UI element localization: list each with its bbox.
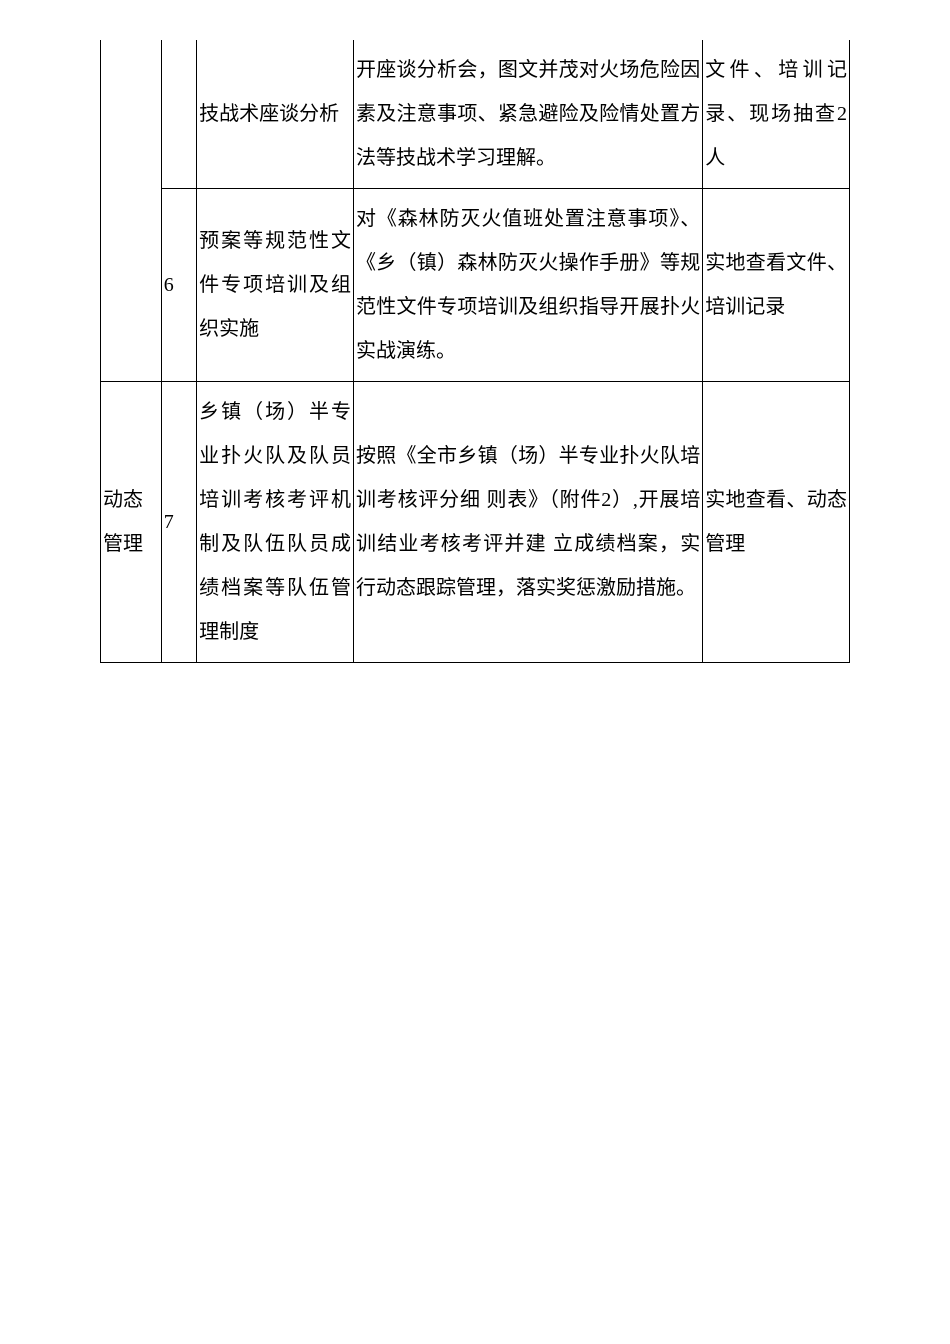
cell-item: 技战术座谈分析 bbox=[197, 40, 354, 189]
item-text: 预案等规范性文件专项培训及组织实施 bbox=[199, 230, 351, 340]
cell-num bbox=[161, 40, 196, 189]
method-text: 实地查看、动态管理 bbox=[705, 489, 847, 555]
item-text: 乡镇（场）半专业扑火队及队员 培训考核考评机制及队伍队员成 绩档案等队伍管理制度 bbox=[199, 401, 351, 643]
cell-category: 动态管理 bbox=[101, 382, 162, 663]
cell-content: 按照《全市乡镇（场）半专业扑火队培训考核评分细 则表》（附件2）,开展培训结业考… bbox=[354, 382, 703, 663]
num-text: 7 bbox=[164, 511, 174, 533]
table-row: 动态管理 7 乡镇（场）半专业扑火队及队员 培训考核考评机制及队伍队员成 绩档案… bbox=[101, 382, 850, 663]
num-text: 6 bbox=[164, 274, 174, 296]
cell-num: 7 bbox=[161, 382, 196, 663]
cell-method: 文件、培训记录、现场抽查2人 bbox=[703, 40, 850, 189]
cell-category bbox=[101, 40, 162, 382]
content-text: 开座谈分析会，图文并茂对火场危险因素及注意事项、紧急避险及险情处置方法等技战术学… bbox=[356, 59, 700, 169]
method-text: 实地查看文件、培训记录 bbox=[705, 252, 847, 318]
content-text: 按照《全市乡镇（场）半专业扑火队培训考核评分细 则表》（附件2）,开展培训结业考… bbox=[356, 445, 700, 599]
cell-content: 开座谈分析会，图文并茂对火场危险因素及注意事项、紧急避险及险情处置方法等技战术学… bbox=[354, 40, 703, 189]
cell-content: 对《森林防灭火值班处置注意事项》、《乡（镇）森林防灭火操作手册》等规范性文件专项… bbox=[354, 189, 703, 382]
page-container: 技战术座谈分析 开座谈分析会，图文并茂对火场危险因素及注意事项、紧急避险及险情处… bbox=[0, 0, 950, 703]
cell-num: 6 bbox=[161, 189, 196, 382]
method-text: 文件、培训记录、现场抽查2人 bbox=[705, 59, 847, 169]
cell-item: 乡镇（场）半专业扑火队及队员 培训考核考评机制及队伍队员成 绩档案等队伍管理制度 bbox=[197, 382, 354, 663]
category-text: 动态管理 bbox=[103, 489, 143, 555]
cell-item: 预案等规范性文件专项培训及组织实施 bbox=[197, 189, 354, 382]
cell-method: 实地查看文件、培训记录 bbox=[703, 189, 850, 382]
assessment-table: 技战术座谈分析 开座谈分析会，图文并茂对火场危险因素及注意事项、紧急避险及险情处… bbox=[100, 40, 850, 663]
table-row: 技战术座谈分析 开座谈分析会，图文并茂对火场危险因素及注意事项、紧急避险及险情处… bbox=[101, 40, 850, 189]
cell-method: 实地查看、动态管理 bbox=[703, 382, 850, 663]
item-text: 技战术座谈分析 bbox=[199, 103, 339, 125]
table-row: 6 预案等规范性文件专项培训及组织实施 对《森林防灭火值班处置注意事项》、《乡（… bbox=[101, 189, 850, 382]
content-text: 对《森林防灭火值班处置注意事项》、《乡（镇）森林防灭火操作手册》等规范性文件专项… bbox=[356, 208, 700, 362]
